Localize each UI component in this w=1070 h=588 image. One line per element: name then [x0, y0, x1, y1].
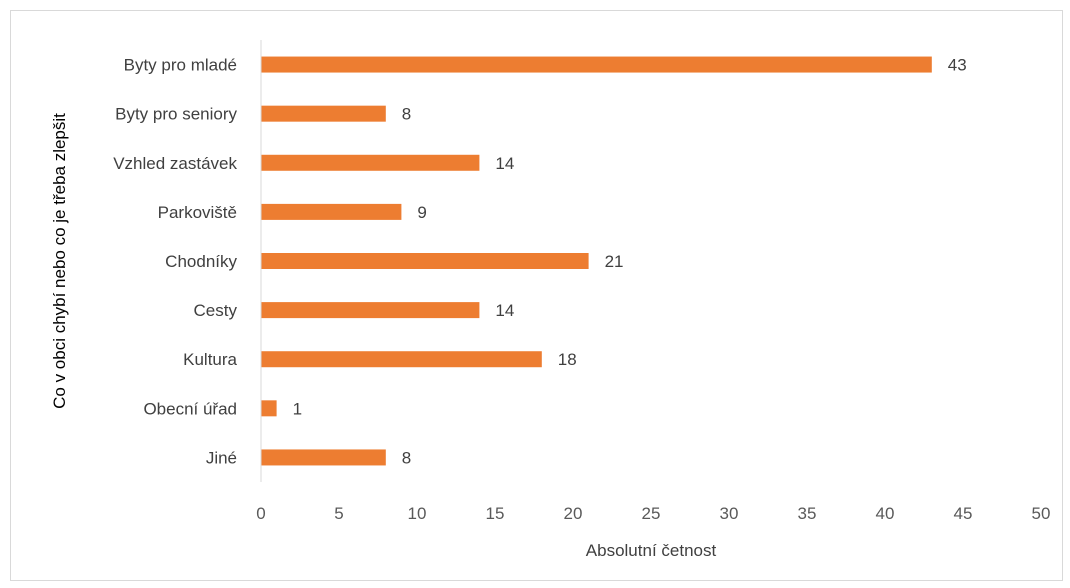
x-tick-label: 25 — [642, 504, 661, 523]
bar — [261, 449, 386, 466]
category-label: Vzhled zastávek — [113, 154, 237, 173]
y-axis-title: Co v obci chybí nebo co je třeba zlepšit — [50, 113, 69, 409]
data-label: 14 — [495, 154, 514, 173]
bar — [261, 154, 480, 171]
category-label: Cesty — [194, 301, 238, 320]
category-label: Chodníky — [165, 252, 237, 271]
chart-frame — [10, 10, 1063, 581]
data-label: 8 — [402, 448, 411, 467]
data-label: 8 — [402, 105, 411, 124]
category-label: Byty pro mladé — [124, 56, 237, 75]
data-label: 21 — [605, 252, 624, 271]
x-tick-label: 40 — [876, 504, 895, 523]
x-tick-label: 0 — [256, 504, 265, 523]
data-label: 18 — [558, 350, 577, 369]
x-tick-label: 45 — [954, 504, 973, 523]
x-tick-label: 50 — [1032, 504, 1051, 523]
category-label: Parkoviště — [158, 203, 237, 222]
bar — [261, 400, 277, 417]
x-tick-label: 15 — [486, 504, 505, 523]
category-label: Kultura — [183, 350, 237, 369]
data-label: 9 — [417, 203, 426, 222]
x-tick-label: 10 — [408, 504, 427, 523]
data-label: 14 — [495, 301, 514, 320]
bar — [261, 105, 386, 122]
bar — [261, 253, 589, 269]
x-tick-label: 35 — [798, 504, 817, 523]
bar — [261, 203, 402, 220]
data-label: 43 — [948, 56, 967, 75]
x-tick-label: 20 — [564, 504, 583, 523]
data-label: 1 — [293, 399, 302, 418]
bar — [261, 302, 480, 319]
x-tick-label: 5 — [334, 504, 343, 523]
category-label: Obecní úřad — [143, 399, 237, 418]
bar — [261, 56, 932, 73]
category-label: Byty pro seniory — [115, 105, 237, 124]
x-tick-label: 30 — [720, 504, 739, 523]
bar — [261, 351, 542, 368]
x-axis-title: Absolutní četnost — [586, 541, 717, 560]
category-label: Jiné — [206, 448, 237, 467]
